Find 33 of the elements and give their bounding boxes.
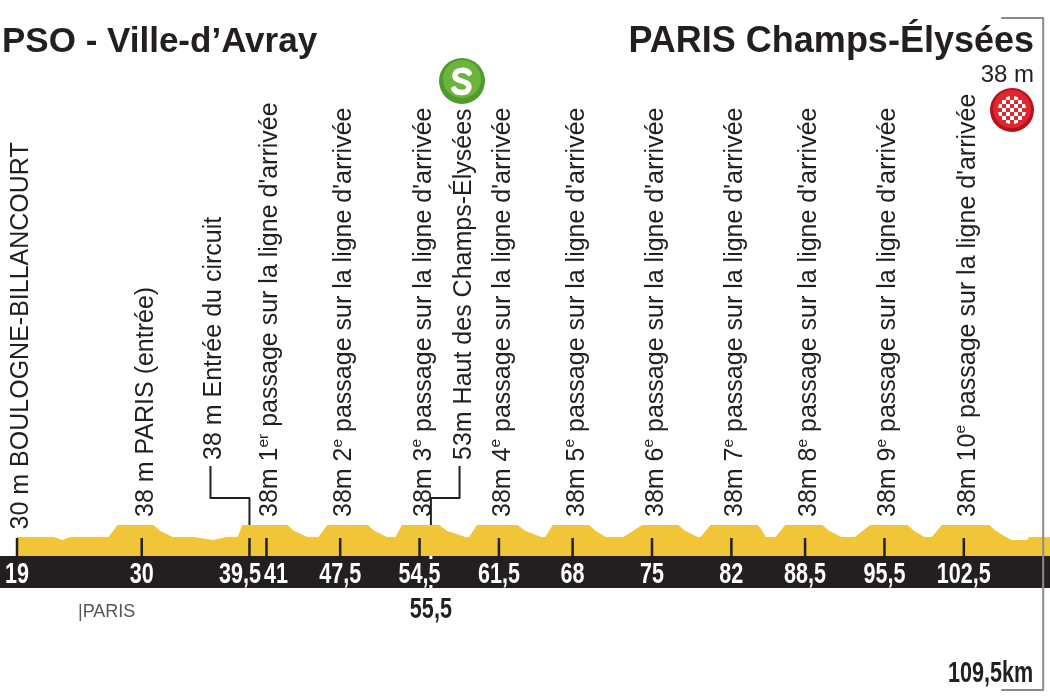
ref-line-label: 55,5 [409,590,452,625]
ref-line-label: 109,5km [947,654,1034,689]
x-tick-label: 68 [560,555,585,590]
annotation: 38m 10e passage sur la ligne d'arrivée [951,93,980,517]
annotation: 38m 1er passage sur la ligne d'arrivée [253,102,283,517]
x-tick-label: 75 [639,555,664,590]
x-tick-label: 102,5 [936,555,991,590]
annotation: 30 m BOULOGNE-BILLANCOURT [5,142,34,530]
chart-title: PSO - Ville-d’Avray [2,20,318,59]
annotation: 38 m PARIS (entrée) [129,286,158,517]
x-tick-label: 54,5 [398,555,441,590]
annotation: 38m 9e passage sur la ligne d'arrivée [871,107,901,517]
annotation: 38m 6e passage sur la ligne d'arrivée [639,107,668,517]
x-tick-label: 41 [263,555,288,590]
x-tick-label: 30 [129,555,154,590]
x-tick-label: 61,5 [477,555,520,590]
x-tick-label: 47,5 [319,555,362,590]
x-tick-label: 95,5 [863,555,906,590]
annotation: 53m Haut des Champs-Élysées [447,108,476,460]
annotation: 38m 5e passage sur la ligne d'arrivée [560,107,589,517]
annotation: 38m 8e passage sur la ligne d'arrivée [792,107,822,517]
x-tick-label: 88,5 [784,555,827,590]
x-tick-label: 19 [5,555,30,590]
annotation: 38m 3e passage sur la ligne d'arrivée [407,107,436,517]
text: |PARIS [78,601,136,621]
annotation: 38 m Entrée du circuit [198,216,227,460]
annotation: 38m 7e passage sur la ligne d'arrivée [718,107,748,517]
x-tick-label: 39,5 [218,555,261,590]
text: 38 m [980,60,1034,87]
annotation: 38m 2e passage sur la ligne d'arrivée [327,107,357,517]
x-tick-label: 82 [719,555,744,590]
annotation: 38m 4e passage sur la ligne d'arrivée [486,107,515,517]
chart-subtitle: PARIS Champs-Élysées [628,19,1035,60]
